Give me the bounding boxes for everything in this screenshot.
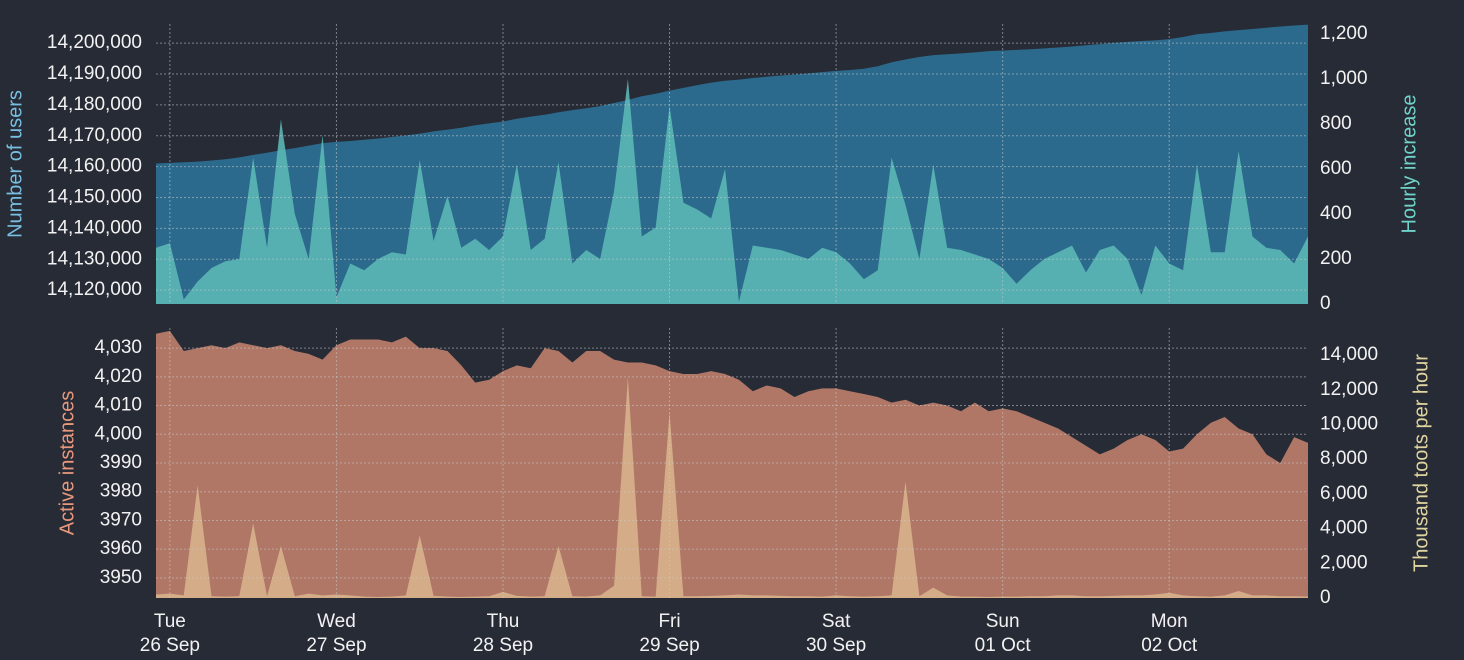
y-tick-label: 4,030	[94, 337, 142, 358]
x-tick-line: 01 Oct	[975, 635, 1032, 656]
x-tick-line: 29 Sep	[639, 635, 699, 656]
axis-title: Thousand toots per hour	[1410, 354, 1432, 572]
y2-tick-label: 800	[1320, 113, 1352, 134]
x-tick-line: 02 Oct	[1141, 635, 1198, 656]
y-tick-label: 14,200,000	[47, 32, 142, 53]
y-tick-label: 14,140,000	[47, 217, 142, 238]
x-tick-line: Tue	[154, 611, 186, 632]
y-tick-label: 3950	[100, 567, 142, 588]
area	[156, 78, 1308, 304]
x-tick-line: Sun	[986, 611, 1020, 632]
x-tick-line: 27 Sep	[306, 635, 366, 656]
x-tick-label: Mon 02 Oct	[1141, 611, 1198, 656]
x-tick-line: 26 Sep	[140, 635, 200, 656]
y-tick-label: 4,000	[94, 423, 142, 444]
axis-title: Active instances	[56, 391, 78, 536]
axis-title: Hourly increase	[1398, 95, 1420, 234]
x-tick-label: Fri 29 Sep	[639, 611, 699, 656]
y2-tick-label: 400	[1320, 203, 1352, 224]
y-tick-label: 14,120,000	[47, 279, 142, 300]
x-tick-label: Sun 01 Oct	[975, 611, 1032, 656]
y-tick-label: 14,160,000	[47, 156, 142, 177]
x-tick-label: Wed 27 Sep	[306, 611, 366, 656]
y2-tick-label: 2,000	[1320, 552, 1368, 573]
x-tick-line: Mon	[1151, 611, 1188, 632]
x-tick-line: Sat	[822, 611, 851, 632]
axis-title: Number of users	[4, 90, 26, 238]
y2-tick-label: 4,000	[1320, 518, 1368, 539]
y2-tick-label: 600	[1320, 158, 1352, 179]
y-tick-label: 3960	[100, 538, 142, 559]
y-tick-label: 4,010	[94, 395, 142, 416]
x-tick-line: 30 Sep	[806, 635, 866, 656]
y2-tick-label: 200	[1320, 248, 1352, 269]
y2-tick-label: 12,000	[1320, 379, 1378, 400]
area	[156, 330, 1308, 598]
y-tick-label: 14,130,000	[47, 248, 142, 269]
y-tick-label: 3990	[100, 452, 142, 473]
x-tick-line: Thu	[487, 611, 520, 632]
y2-tick-label: 1,200	[1320, 23, 1368, 44]
y2-tick-label: 8,000	[1320, 448, 1368, 469]
y2-tick-label: 0	[1320, 587, 1331, 608]
y2-tick-label: 14,000	[1320, 344, 1378, 365]
y-tick-label: 14,190,000	[47, 63, 142, 84]
y-tick-label: 3980	[100, 481, 142, 502]
y-tick-label: 14,180,000	[47, 94, 142, 115]
x-tick-line: Wed	[317, 611, 356, 632]
y-tick-label: 14,170,000	[47, 125, 142, 146]
y2-tick-label: 10,000	[1320, 413, 1378, 434]
x-tick-label: Thu 28 Sep	[473, 611, 533, 656]
x-tick-label: Tue 26 Sep	[140, 611, 200, 656]
y-tick-label: 14,150,000	[47, 187, 142, 208]
y2-tick-label: 1,000	[1320, 68, 1368, 89]
y-tick-label: 3970	[100, 509, 142, 530]
x-tick-line: Fri	[658, 611, 680, 632]
y2-tick-label: 6,000	[1320, 483, 1368, 504]
x-tick-label: Sat 30 Sep	[806, 611, 866, 656]
y-tick-label: 4,020	[94, 366, 142, 387]
x-tick-line: 28 Sep	[473, 635, 533, 656]
y2-tick-label: 0	[1320, 293, 1331, 314]
